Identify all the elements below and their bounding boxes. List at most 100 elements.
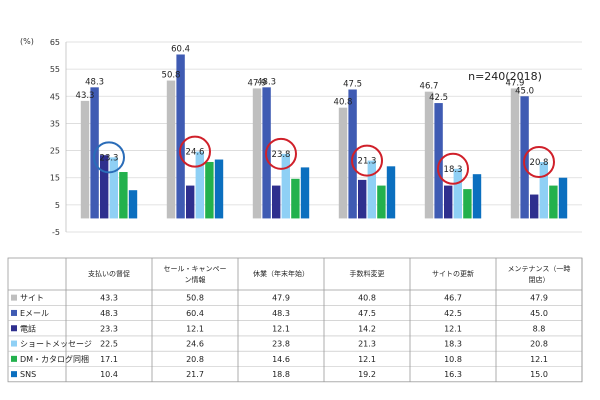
table-cell: 46.7 <box>444 294 462 303</box>
y-tick-label: 45 <box>50 92 60 101</box>
bar <box>214 159 224 219</box>
bar-value-label: 50.8 <box>162 71 181 81</box>
bar <box>558 177 568 219</box>
table-cell: 50.8 <box>186 294 204 303</box>
bar-value-label: 47.9 <box>506 78 525 88</box>
bar-value-label: 43.3 <box>76 91 95 101</box>
table-cell: 8.8 <box>533 324 546 333</box>
bar <box>291 178 300 219</box>
table-cell: 47.9 <box>530 294 548 303</box>
y-axis-unit-label: (%) <box>20 37 34 46</box>
bar-value-label: 45.0 <box>515 86 534 96</box>
bar <box>530 194 539 219</box>
table-header-cell: セール・キャンペー <box>164 265 227 273</box>
table-cell: 47.9 <box>272 294 290 303</box>
bar <box>205 161 214 219</box>
bar <box>252 88 262 219</box>
bar <box>80 100 90 219</box>
table-cell: 12.1 <box>444 324 462 333</box>
highlight-circle <box>523 145 555 178</box>
table-cell: 48.3 <box>100 309 118 318</box>
table-cell: 42.5 <box>444 309 462 318</box>
legend-swatch <box>11 340 17 347</box>
bar-value-label: 60.4 <box>171 44 190 54</box>
legend-label: Eメール <box>20 309 49 318</box>
legend-label: サイト <box>20 294 44 303</box>
bar-value-label: 42.5 <box>429 93 448 103</box>
table-cell: 21.7 <box>186 370 204 379</box>
legend-swatch <box>11 325 17 332</box>
bar <box>128 190 138 219</box>
bar <box>453 168 462 219</box>
y-tick-label: 5 <box>55 201 60 210</box>
table-header-cell: 手数料変更 <box>350 269 385 278</box>
bar-value-label: 47.5 <box>343 80 362 90</box>
legend-swatch <box>11 294 17 301</box>
table-cell: 47.5 <box>358 309 376 318</box>
table-cell: 14.6 <box>272 355 290 364</box>
bar-value-label: 48.3 <box>85 77 104 87</box>
table-cell: 12.1 <box>358 355 376 364</box>
table-header-cell: サイトの更新 <box>432 269 474 278</box>
bar <box>434 103 443 219</box>
bar-value-label: 21.3 <box>358 157 377 167</box>
table-cell: 20.8 <box>530 340 548 349</box>
bar <box>109 157 118 219</box>
table-cell: 60.4 <box>186 309 204 318</box>
bar <box>386 166 396 219</box>
legend-swatch <box>11 371 17 378</box>
bar <box>281 153 290 219</box>
bar <box>472 174 482 219</box>
table-cell: 43.3 <box>100 294 118 303</box>
table-cell: 18.3 <box>444 340 462 349</box>
table-cell: 18.8 <box>272 370 290 379</box>
bar-value-label: 20.8 <box>530 158 549 168</box>
table-cell: 23.3 <box>100 324 118 333</box>
table-cell: 17.1 <box>100 355 118 364</box>
table-header-cell: メンテナンス（一時 <box>508 265 571 273</box>
bar <box>463 189 472 219</box>
bar <box>539 161 548 219</box>
table-header-cell: 支払いの督促 <box>88 269 130 278</box>
y-axis: -5 5 15 25 35 45 55 65 <box>50 38 67 237</box>
table-header-cell: 休業（年末年始） <box>253 269 309 278</box>
grid-lines <box>66 41 582 233</box>
bar <box>367 160 376 219</box>
table-header-cell: ン情報 <box>185 275 206 284</box>
bar <box>300 167 310 219</box>
table-cell: 16.3 <box>444 370 462 379</box>
bar <box>186 185 195 219</box>
bar-value-label: 23.3 <box>100 153 119 163</box>
bar-value-label: 24.6 <box>186 148 205 158</box>
table-cell: 14.2 <box>358 324 376 333</box>
bar <box>119 172 128 219</box>
bar-value-label: 23.8 <box>272 150 291 160</box>
y-tick-label: 15 <box>50 174 60 183</box>
y-tick-label: 55 <box>50 65 60 74</box>
table-cell: 20.8 <box>186 355 204 364</box>
table-cell: 10.8 <box>444 355 462 364</box>
bar <box>166 80 176 219</box>
highlight-circles <box>93 135 555 185</box>
legend-label: SNS <box>20 370 36 379</box>
y-tick-label: -5 <box>52 228 60 237</box>
bar-value-label: 18.3 <box>444 165 463 175</box>
legend-label: ショートメッセージ <box>20 340 92 349</box>
highlight-circle <box>351 144 383 177</box>
y-tick-label: 65 <box>50 38 60 47</box>
table-cell: 23.8 <box>272 340 290 349</box>
table-cell: 12.1 <box>272 324 290 333</box>
bar <box>195 151 204 219</box>
table-cell: 21.3 <box>358 340 376 349</box>
legend-swatch <box>11 309 17 316</box>
y-tick-label: 25 <box>50 147 60 156</box>
table-cell: 10.4 <box>100 370 118 379</box>
table-cell: 22.5 <box>100 340 118 349</box>
bar <box>338 107 348 219</box>
bar <box>510 88 520 219</box>
sample-size-annotation: n=240(2018) <box>468 70 542 83</box>
y-tick-label: 35 <box>50 119 60 128</box>
table-cell: 45.0 <box>530 309 548 318</box>
